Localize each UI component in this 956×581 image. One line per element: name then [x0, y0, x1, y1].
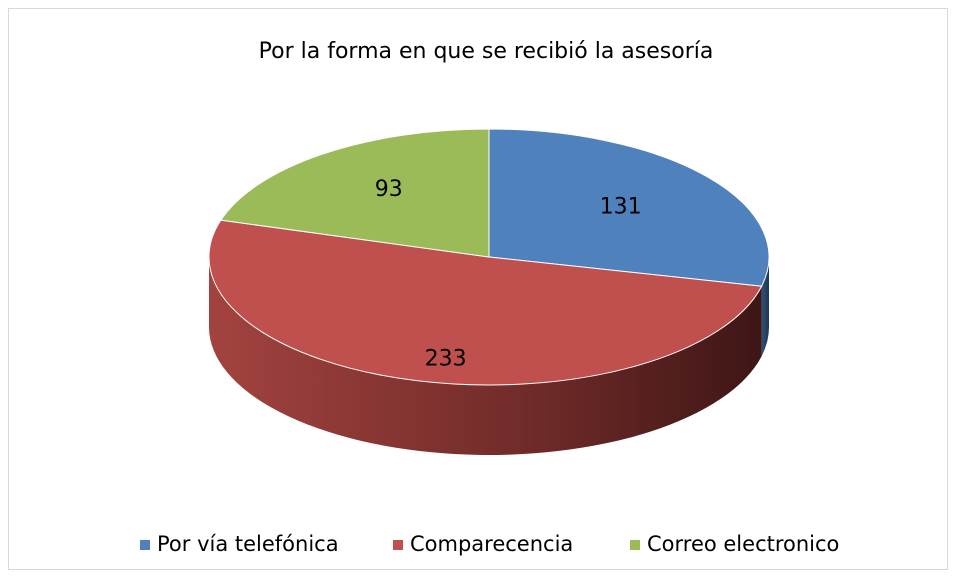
- chart-title: Por la forma en que se recibió la asesor…: [259, 39, 714, 64]
- legend-label: Por vía telefónica: [157, 532, 339, 556]
- pie-slice: [488, 128, 770, 287]
- pie-side: [208, 257, 762, 456]
- legend-swatch: [393, 540, 403, 550]
- pie-slice: [220, 128, 490, 258]
- pie-side: [761, 257, 769, 357]
- data-label: 131: [600, 194, 642, 219]
- pie-slice: [208, 219, 763, 386]
- legend-swatch: [630, 540, 640, 550]
- data-label: 233: [425, 347, 467, 372]
- legend-label: Correo electronico: [647, 532, 839, 556]
- legend-label: Comparecencia: [410, 532, 573, 556]
- legend-swatch: [140, 540, 150, 550]
- data-label: 93: [375, 177, 403, 202]
